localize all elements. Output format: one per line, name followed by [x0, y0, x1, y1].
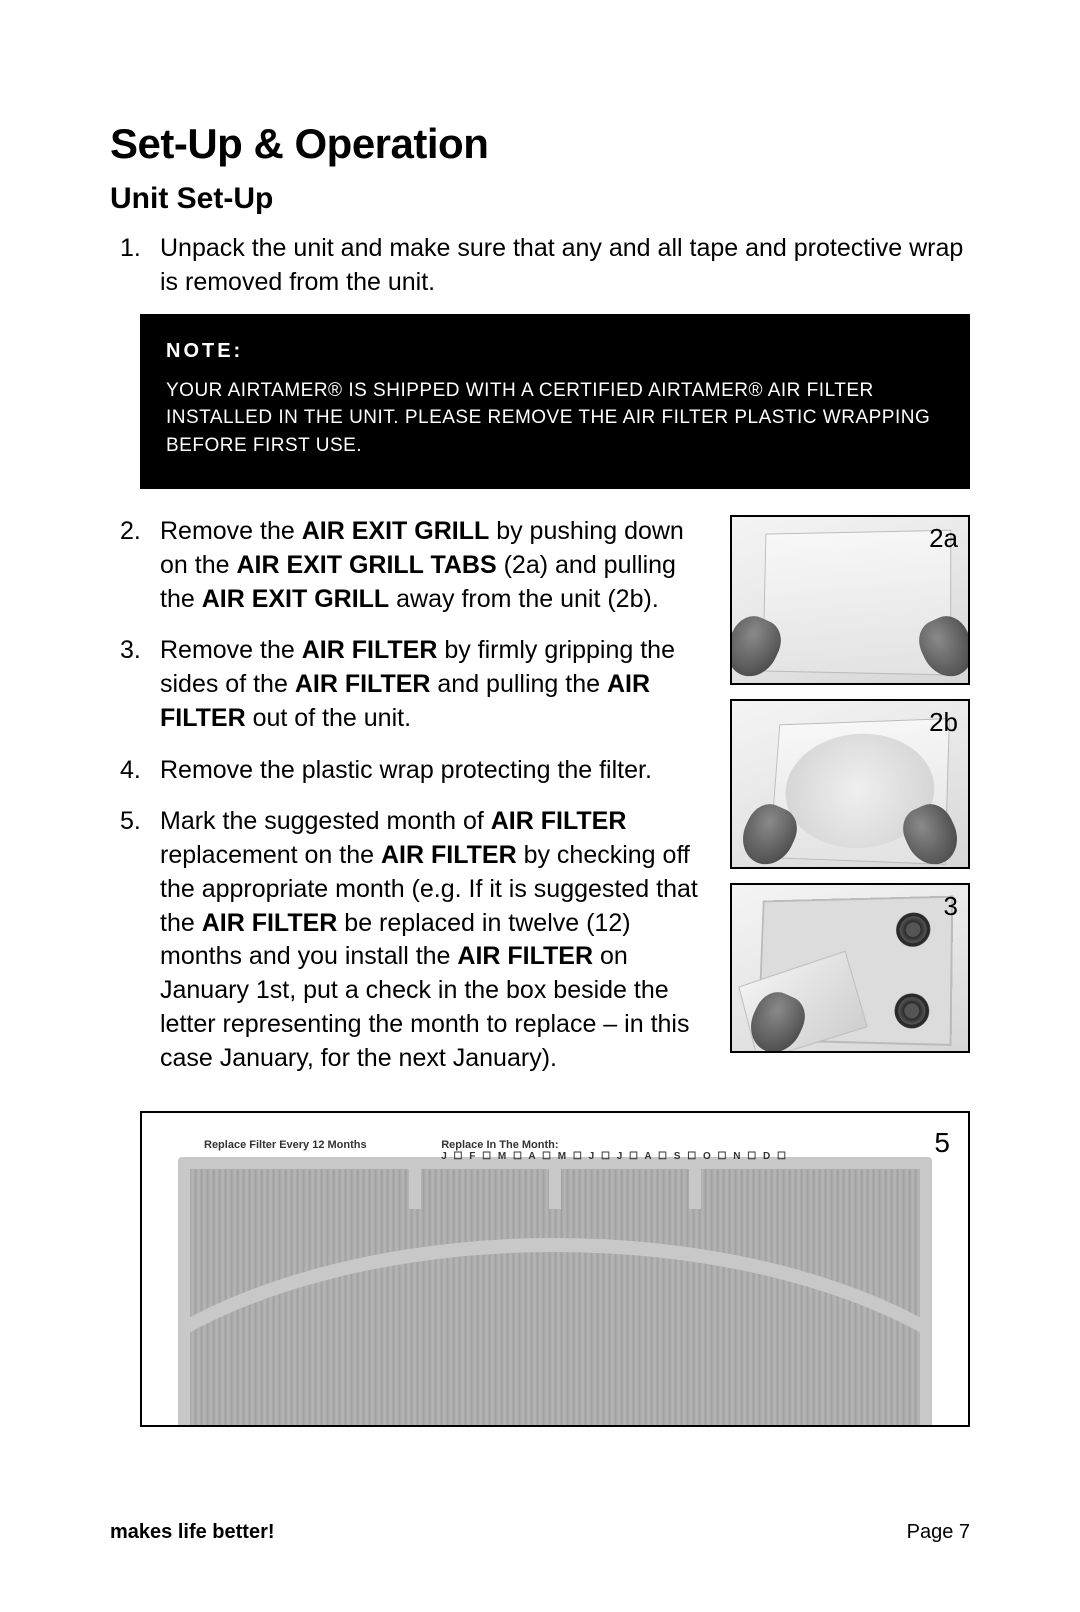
step-5-part: Mark the suggested month of: [160, 807, 491, 835]
term-air-filter: AIR FILTER: [491, 807, 627, 835]
filter-body-icon: [178, 1157, 932, 1427]
figure-3: 3: [730, 883, 970, 1053]
figure-2b-label: 2b: [929, 707, 958, 738]
filter-month-boxes: J ☐ F ☐ M ☐ A ☐ M ☐ J ☐ J ☐ A ☐ S ☐ O ☐ …: [441, 1151, 788, 1162]
footer-tagline: makes life better!: [110, 1521, 275, 1544]
term-air-exit-grill: AIR EXIT GRILL: [302, 517, 490, 545]
section-subtitle: Unit Set-Up: [110, 182, 970, 216]
figure-2a: 2a: [730, 515, 970, 685]
step-5: Mark the suggested month of AIR FILTER r…: [160, 805, 704, 1075]
step-2-part: Remove the: [160, 517, 302, 545]
note-box: NOTE: YOUR AIRTAMER® IS SHIPPED WITH A C…: [140, 314, 970, 490]
filter-strut-icon: [549, 1169, 561, 1209]
filter-strut-icon: [409, 1169, 421, 1209]
step-3: Remove the AIR FILTER by firmly gripping…: [160, 634, 704, 735]
figure-column: 2a 2b 3: [730, 515, 970, 1053]
filter-replace-text: Replace Filter Every 12 Months: [204, 1139, 367, 1162]
filter-strut-icon: [689, 1169, 701, 1209]
setup-steps-list-cont: Remove the AIR EXIT GRILL by pushing dow…: [110, 515, 704, 1075]
term-air-filter: AIR FILTER: [302, 636, 438, 664]
step-3-part: out of the unit.: [246, 704, 411, 732]
term-air-exit-grill-tabs: AIR EXIT GRILL TABS: [236, 551, 496, 579]
term-air-filter: AIR FILTER: [295, 670, 431, 698]
setup-steps-list: Unpack the unit and make sure that any a…: [110, 232, 970, 489]
step-5-part: replacement on the: [160, 841, 381, 869]
step-3-part: and pulling the: [430, 670, 607, 698]
figure-3-label: 3: [944, 891, 958, 922]
fan-icon: [894, 993, 929, 1028]
footer-page-number: Page 7: [907, 1521, 970, 1544]
page-title: Set-Up & Operation: [110, 120, 970, 168]
step-3-part: Remove the: [160, 636, 302, 664]
step-4: Remove the plastic wrap protecting the f…: [160, 754, 704, 788]
figure-2a-label: 2a: [929, 523, 958, 554]
note-body: YOUR AIRTAMER® IS SHIPPED WITH A CERTIFI…: [166, 377, 944, 460]
page-footer: makes life better! Page 7: [110, 1521, 970, 1544]
term-air-filter: AIR FILTER: [381, 841, 517, 869]
figure-2b: 2b: [730, 699, 970, 869]
step-1-text: Unpack the unit and make sure that any a…: [160, 234, 963, 296]
note-heading: NOTE:: [166, 338, 944, 365]
term-air-filter: AIR FILTER: [202, 909, 338, 937]
filter-top-text: Replace Filter Every 12 Months Replace I…: [204, 1139, 788, 1162]
figure-5-label: 5: [934, 1127, 950, 1159]
step-2-part: away from the unit (2b).: [389, 585, 659, 613]
step-1: Unpack the unit and make sure that any a…: [160, 232, 970, 489]
fan-icon: [896, 912, 931, 947]
term-air-filter: AIR FILTER: [457, 942, 593, 970]
step-2: Remove the AIR EXIT GRILL by pushing dow…: [160, 515, 704, 616]
term-air-exit-grill: AIR EXIT GRILL: [202, 585, 390, 613]
figure-5: 5 Replace Filter Every 12 Months Replace…: [140, 1111, 970, 1427]
filter-month-label: Replace In The Month:: [441, 1139, 558, 1151]
